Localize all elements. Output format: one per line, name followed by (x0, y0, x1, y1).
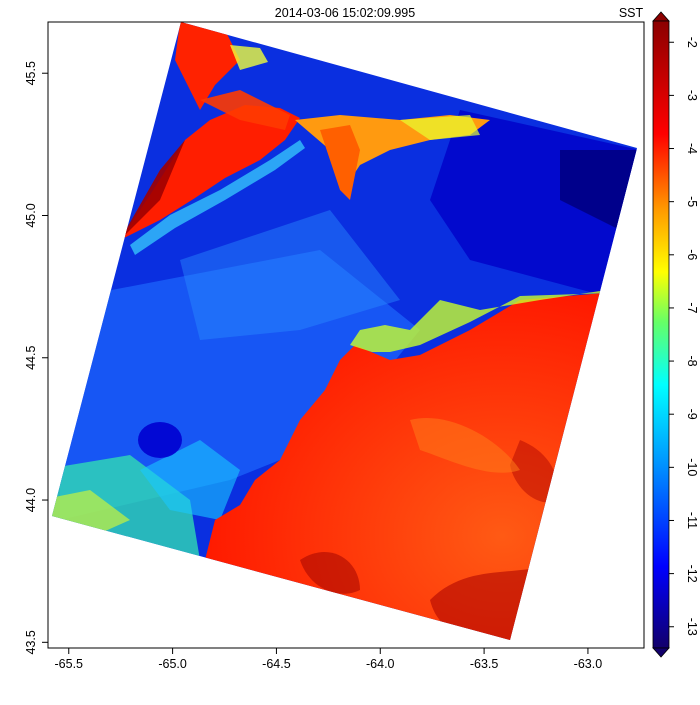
colorbar-tick-label: -8 (685, 356, 699, 367)
x-tick-label: -65.0 (158, 657, 187, 671)
y-tick-label: 43.5 (24, 630, 38, 654)
y-tick-label: 44.5 (24, 346, 38, 370)
colorbar-tick-label: -3 (685, 90, 699, 101)
colorbar-tick-label: -12 (685, 565, 699, 583)
y-tick-label: 45.5 (24, 61, 38, 85)
y-axis: 43.5 44.0 44.5 45.0 45.5 (24, 61, 48, 654)
colorbar-title: SST (619, 6, 644, 20)
plot-frame (47, 21, 645, 649)
plot-title: 2014-03-06 15:02:09.995 (275, 6, 415, 20)
x-tick-label: -64.0 (366, 657, 395, 671)
colorbar-tick-label: -10 (685, 458, 699, 476)
y-tick-label: 45.0 (24, 203, 38, 227)
x-axis: -65.5 -65.0 -64.5 -64.0 -63.5 -63.0 (55, 648, 603, 671)
colorbar-tick-label: -4 (685, 143, 699, 154)
colorbar-tick-label: -13 (685, 618, 699, 636)
colorbar: -2 -3 -4 -5 -6 -7 -8 -9 -10 -11 -12 -13 (652, 11, 699, 658)
colorbar-tick-label: -11 (685, 512, 699, 529)
x-tick-label: -63.0 (574, 657, 603, 671)
colorbar-ticks: -2 -3 -4 -5 -6 -7 -8 -9 -10 -11 -12 -13 (669, 37, 699, 636)
x-tick-label: -65.5 (55, 657, 84, 671)
colorbar-tick-label: -2 (685, 37, 699, 48)
colorbar-bottom-triangle (652, 647, 670, 658)
colorbar-top-triangle (652, 11, 670, 22)
x-tick-label: -64.5 (262, 657, 291, 671)
y-tick-label: 44.0 (24, 488, 38, 512)
x-tick-label: -63.5 (470, 657, 499, 671)
colorbar-tick-label: -9 (685, 409, 699, 420)
colorbar-gradient (652, 20, 670, 649)
colorbar-tick-label: -7 (685, 302, 699, 313)
colorbar-tick-label: -6 (685, 249, 699, 260)
colorbar-tick-label: -5 (685, 196, 699, 207)
